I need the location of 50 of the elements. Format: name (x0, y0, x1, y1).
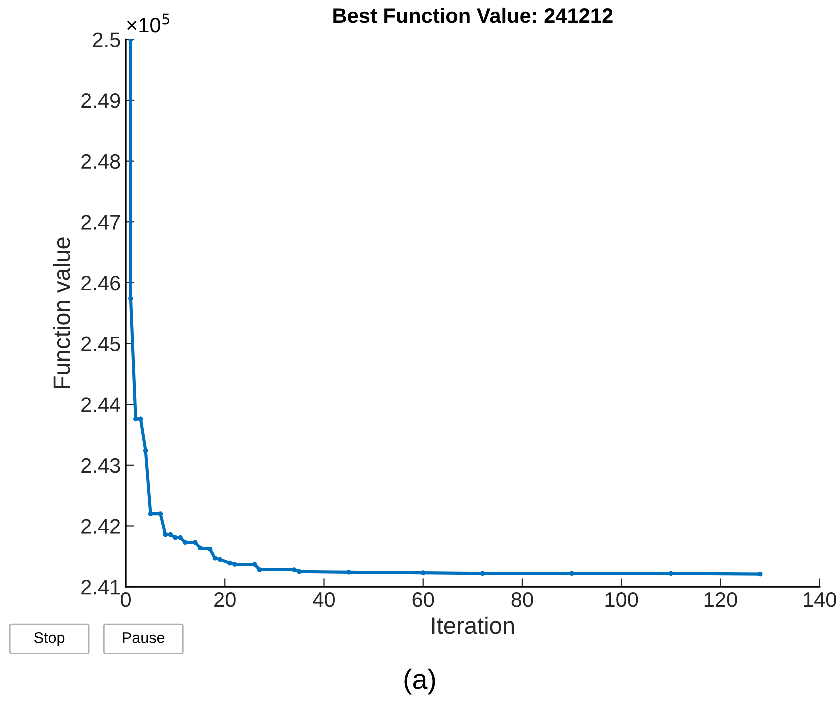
point (257, 568, 262, 572)
point (218, 557, 223, 562)
y-axis-title: Function value (53, 238, 70, 388)
point (143, 448, 148, 454)
x-tick-label: 40 (313, 592, 336, 608)
point (297, 569, 302, 574)
y-tick-label: 2.45 (82, 336, 120, 352)
y-tick-label: 2.43 (82, 458, 120, 474)
x-tick-label: 80 (512, 592, 534, 608)
x-tick-label: 140 (804, 592, 836, 608)
point (570, 571, 574, 576)
point (158, 512, 164, 517)
text: Stop (34, 632, 65, 646)
point (138, 416, 144, 422)
point (212, 556, 218, 561)
point (480, 571, 486, 576)
point (758, 572, 763, 577)
x-axis-title: Iteration (432, 616, 514, 634)
x-tick-label: 100 (606, 592, 638, 608)
point (183, 540, 188, 546)
x-tick-label: 20 (214, 592, 236, 608)
y-tick-label: 2.42 (82, 519, 120, 534)
point (192, 540, 198, 546)
point (173, 535, 178, 540)
y-tick-label: 2.49 (82, 94, 120, 108)
point (168, 532, 174, 538)
point (178, 535, 183, 540)
point (133, 416, 138, 422)
y-tick-label: 2.44 (82, 398, 121, 412)
point (148, 512, 154, 517)
y-tick-label: 2.41 (82, 580, 120, 595)
point (163, 532, 168, 538)
y-tick-label: 2.48 (82, 154, 120, 170)
chart-title: Best Function Value: 241212 (334, 8, 613, 24)
text: ×10$^{5}$ (127, 14, 170, 33)
point (208, 546, 213, 552)
point (228, 560, 233, 566)
x-tick-label: 60 (412, 592, 434, 608)
y-tick-label: 2.46 (82, 276, 120, 291)
x-tick-label: 120 (704, 592, 738, 608)
text: Pause (123, 632, 165, 644)
y-tick-label: 2.47 (82, 215, 120, 230)
x-tick-label: 0 (121, 592, 131, 608)
point (346, 570, 352, 575)
y-tick-label: 2.5 (93, 32, 120, 48)
text: (a) (404, 668, 436, 695)
point (198, 546, 203, 551)
point (292, 568, 297, 572)
point (232, 562, 238, 567)
point (668, 571, 674, 576)
